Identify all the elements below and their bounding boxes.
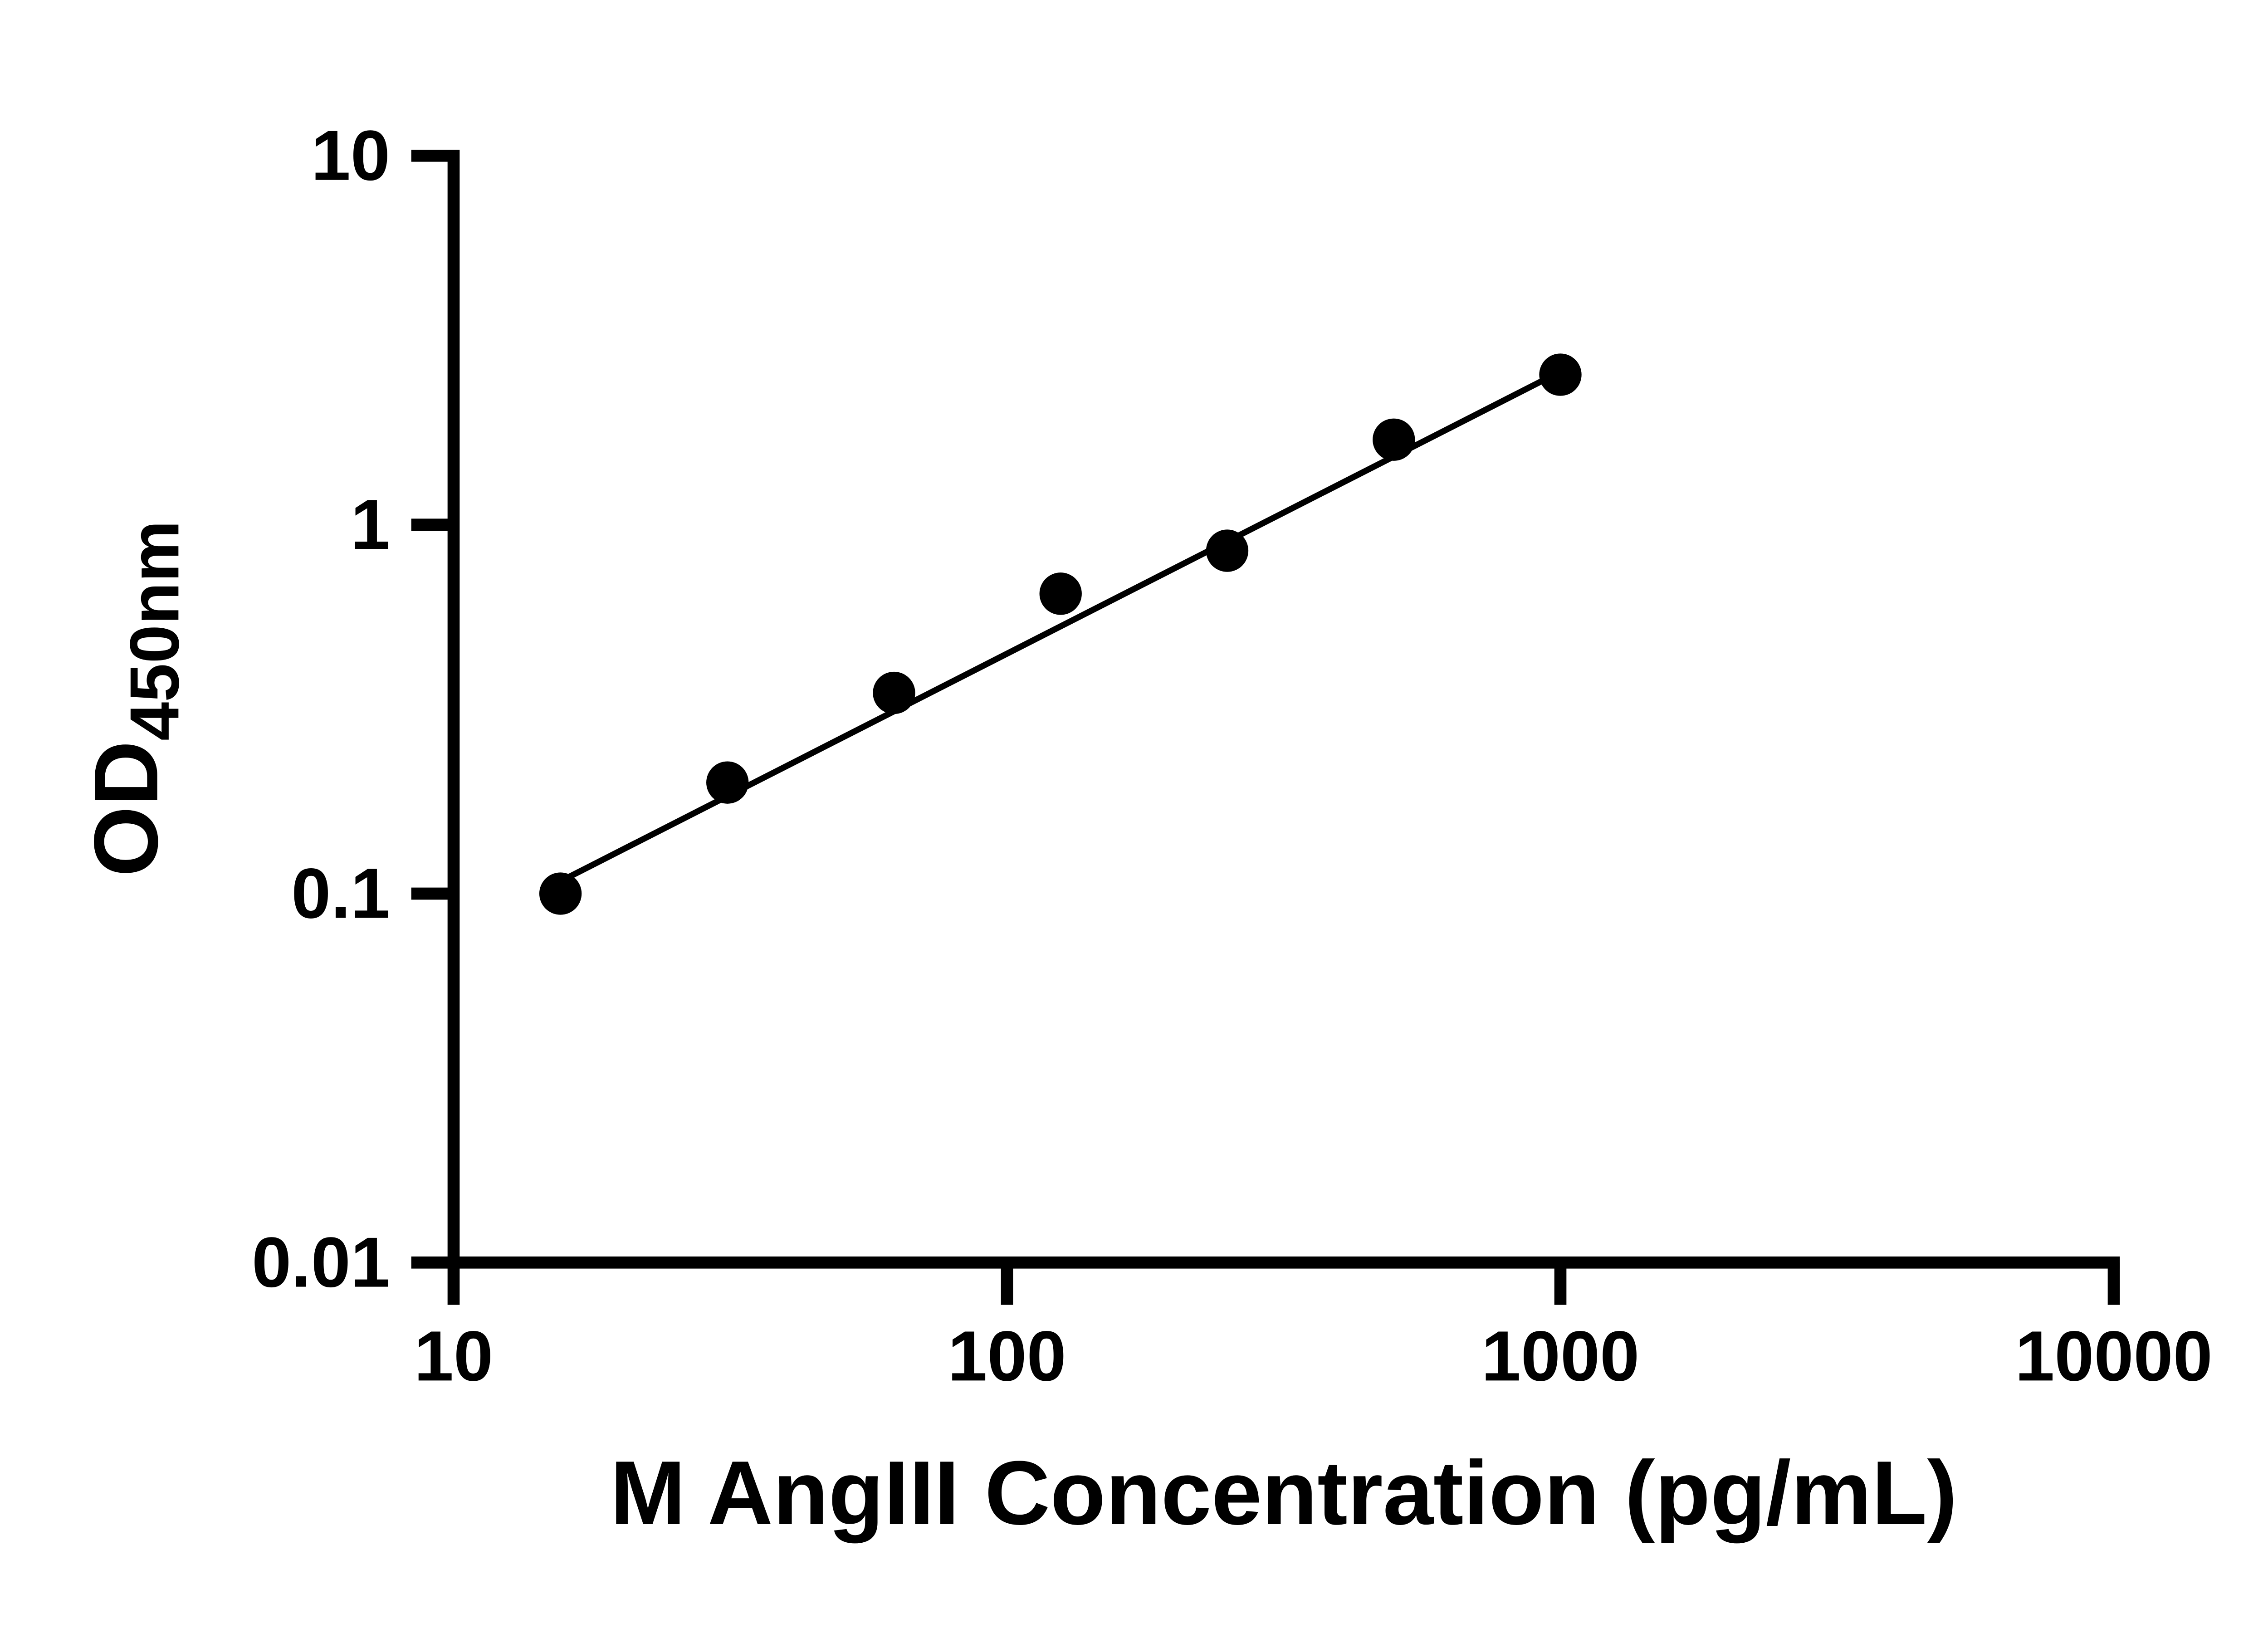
y-tick-label: 10 — [311, 116, 390, 196]
y-axis-title-main: OD — [76, 741, 177, 877]
y-axis-title-subscript: 450nm — [116, 520, 193, 741]
data-point — [1206, 529, 1249, 572]
y-axis-title: OD450nm — [76, 520, 194, 877]
y-tick-label: 1 — [351, 485, 390, 564]
y-tick-label: 0.01 — [252, 1223, 390, 1302]
x-tick-label: 10 — [414, 1316, 493, 1396]
data-series — [539, 353, 1582, 915]
tick-marks — [411, 150, 2120, 1305]
data-point — [1373, 418, 1415, 461]
x-axis-title: M AngIII Concentration (pg/mL) — [610, 1442, 1957, 1544]
data-point — [706, 761, 749, 804]
tick-labels: 10 100 1000 10000 0.01 0.1 1 10 — [252, 116, 2213, 1396]
x-tick-label: 1000 — [1481, 1316, 1639, 1396]
data-point — [873, 671, 915, 714]
axes — [447, 150, 2120, 1269]
data-point — [1039, 572, 1082, 615]
y-tick-label: 0.1 — [291, 854, 390, 933]
data-point — [1539, 353, 1582, 396]
x-tick-label: 10000 — [2015, 1316, 2213, 1396]
x-tick-label: 100 — [948, 1316, 1066, 1396]
data-point — [539, 872, 582, 915]
